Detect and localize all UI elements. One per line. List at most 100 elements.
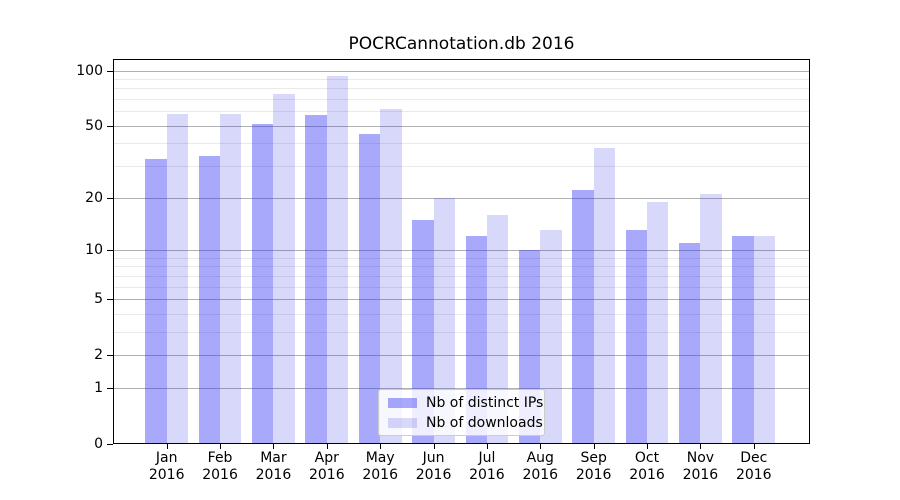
minor-gridline-3 <box>114 331 809 333</box>
x-tick-sep <box>593 444 595 449</box>
bar-downloads-jan <box>166 114 189 443</box>
x-tick-month-dec: Dec <box>740 450 768 466</box>
minor-gridline-80 <box>114 88 809 90</box>
x-tick-year-jul: 2016 <box>469 467 505 483</box>
minor-gridline-8 <box>114 266 809 268</box>
bar-distinct-ips-may <box>358 134 381 443</box>
legend-label-distinct-ips: Nb of distinct IPs <box>426 394 544 411</box>
minor-gridline-70 <box>114 99 809 101</box>
x-tick-month-may: May <box>365 450 395 466</box>
x-tick-dec <box>753 444 755 449</box>
bar-distinct-ips-nov <box>679 242 701 443</box>
y-tick-100 <box>107 70 113 72</box>
x-tick-year-feb: 2016 <box>202 467 238 483</box>
chart-title: POCRCannotation.db 2016 <box>348 34 575 54</box>
minor-gridline-6 <box>114 286 809 288</box>
minor-gridline-40 <box>114 143 809 145</box>
x-tick-month-jul: Jul <box>478 450 496 466</box>
bar-downloads-aug <box>540 230 562 443</box>
x-tick-month-jun: Jun <box>422 450 445 466</box>
x-tick-jun <box>433 444 435 449</box>
x-tick-month-oct: Oct <box>634 450 660 466</box>
y-tick-label-5: 5 <box>94 290 103 307</box>
minor-gridline-30 <box>114 166 809 168</box>
bar-downloads-nov <box>700 193 722 443</box>
x-tick-year-jan: 2016 <box>148 467 185 483</box>
bar-distinct-ips-mar <box>252 124 274 443</box>
x-tick-label-oct: Oct 2016 <box>617 450 677 484</box>
y-tick-label-2: 2 <box>94 347 103 364</box>
major-gridline-2 <box>114 355 809 357</box>
bar-downloads-apr <box>326 76 349 443</box>
x-tick-month-feb: Feb <box>207 450 233 466</box>
x-tick-label-sep: Sep 2016 <box>564 450 624 484</box>
bar-downloads-feb <box>220 114 242 443</box>
x-tick-may <box>380 444 382 449</box>
major-gridline-1 <box>114 387 809 389</box>
x-tick-label-may: May 2016 <box>350 450 410 484</box>
y-tick-1 <box>107 387 113 389</box>
plot-area <box>113 59 810 444</box>
bar-downloads-dec <box>753 236 776 443</box>
bar-distinct-ips-jun <box>412 219 434 443</box>
legend-label-downloads: Nb of downloads <box>426 414 543 431</box>
y-tick-label-100: 100 <box>76 62 103 79</box>
legend-item-downloads: Nb of downloads <box>388 415 544 431</box>
minor-gridline-90 <box>114 78 809 80</box>
major-gridline-10 <box>114 249 809 251</box>
x-tick-label-apr: Apr 2016 <box>297 450 357 484</box>
minor-gridline-60 <box>114 111 809 113</box>
y-tick-50 <box>107 125 113 127</box>
legend-swatch-downloads-icon <box>388 417 417 428</box>
major-gridline-20 <box>114 197 809 199</box>
y-tick-label-10: 10 <box>85 241 103 258</box>
x-tick-label-feb: Feb 2016 <box>190 450 250 484</box>
x-tick-nov <box>700 444 702 449</box>
y-tick-label-50: 50 <box>85 117 103 134</box>
bar-downloads-jun <box>433 197 455 443</box>
bar-distinct-ips-dec <box>732 236 754 443</box>
x-tick-oct <box>647 444 649 449</box>
bar-downloads-jul <box>486 214 509 443</box>
x-tick-month-aug: Aug <box>526 450 554 466</box>
major-gridline-50 <box>114 125 809 127</box>
bar-distinct-ips-apr <box>305 115 327 443</box>
x-tick-year-apr: 2016 <box>308 467 345 483</box>
bar-downloads-mar <box>273 93 295 443</box>
y-tick-2 <box>107 355 113 357</box>
x-tick-year-dec: 2016 <box>735 467 772 483</box>
x-tick-month-apr: Apr <box>314 450 339 466</box>
x-tick-feb <box>220 444 222 449</box>
x-tick-aug <box>540 444 542 449</box>
bar-distinct-ips-jan <box>145 158 167 443</box>
major-gridline-100 <box>114 70 809 72</box>
y-tick-label-1: 1 <box>94 379 103 396</box>
x-tick-year-jun: 2016 <box>415 467 452 483</box>
x-tick-label-dec: Dec 2016 <box>724 450 784 484</box>
major-gridline-5 <box>114 298 809 300</box>
bar-downloads-sep <box>593 147 616 443</box>
x-tick-label-jan: Jan 2016 <box>137 450 197 484</box>
minor-gridline-9 <box>114 257 809 259</box>
x-tick-year-oct: 2016 <box>629 467 665 483</box>
x-tick-label-aug: Aug 2016 <box>510 450 570 484</box>
x-tick-label-jul: Jul 2016 <box>457 450 517 484</box>
x-tick-label-nov: Nov 2016 <box>670 450 730 484</box>
legend: Nb of distinct IPs Nb of downloads <box>378 389 545 436</box>
x-tick-jan <box>166 444 168 449</box>
x-tick-month-nov: Nov <box>686 450 715 466</box>
x-tick-year-aug: 2016 <box>522 467 559 483</box>
y-tick-0 <box>107 444 113 445</box>
x-tick-month-mar: Mar <box>260 450 287 466</box>
minor-gridline-7 <box>114 275 809 277</box>
bar-downloads-may <box>380 108 402 443</box>
x-tick-year-nov: 2016 <box>682 467 719 483</box>
bar-distinct-ips-sep <box>572 190 594 443</box>
x-tick-year-mar: 2016 <box>255 467 292 483</box>
x-tick-month-jan: Jan <box>155 450 178 466</box>
minor-gridline-4 <box>114 313 809 315</box>
x-tick-year-sep: 2016 <box>575 467 612 483</box>
y-tick-5 <box>107 298 113 300</box>
y-tick-20 <box>107 197 113 199</box>
